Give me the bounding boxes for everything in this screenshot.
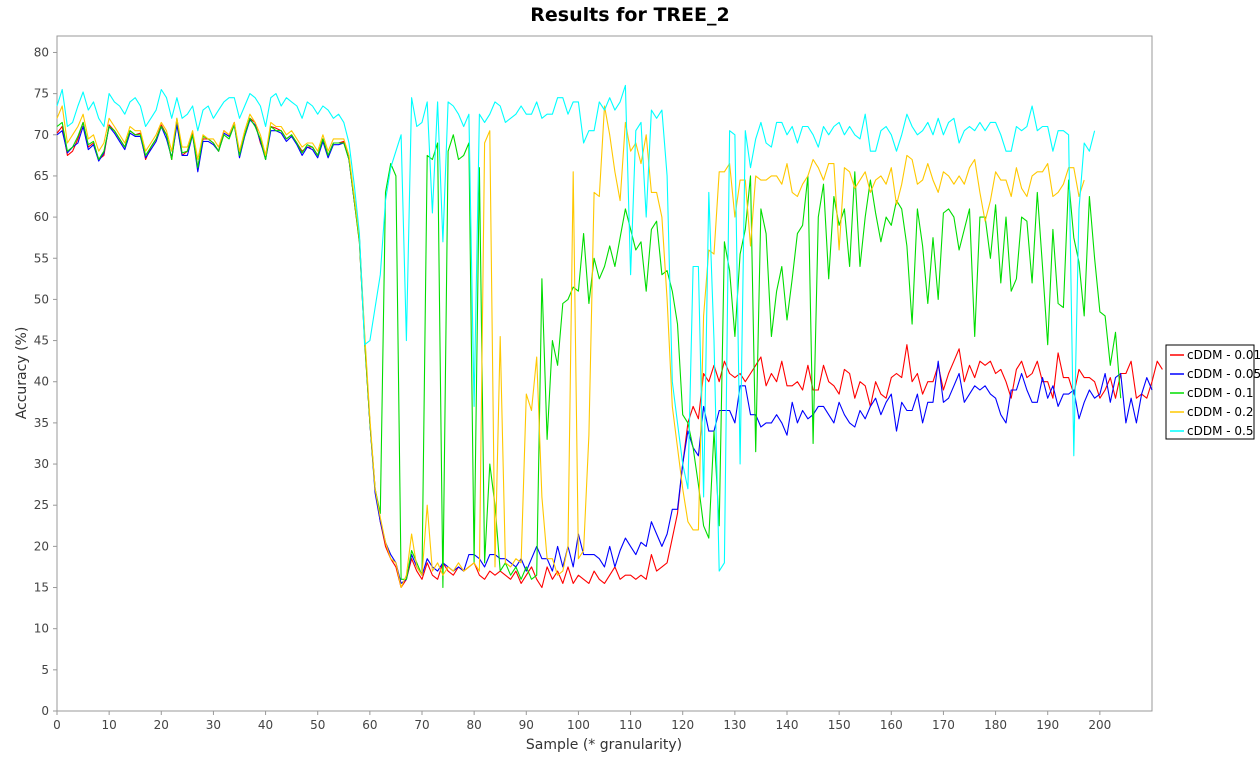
y-tick-label: 45 bbox=[34, 334, 49, 348]
y-tick-label: 60 bbox=[34, 210, 49, 224]
series-line-4 bbox=[56, 84, 1096, 572]
x-axis-label: Sample (* granularity) bbox=[526, 737, 682, 753]
x-tick-label: 0 bbox=[53, 718, 61, 732]
x-tick-label: 50 bbox=[310, 718, 325, 732]
x-tick-label: 160 bbox=[880, 718, 903, 732]
x-tick-label: 40 bbox=[258, 718, 273, 732]
x-tick-label: 80 bbox=[467, 718, 482, 732]
y-axis-label: Accuracy (%) bbox=[14, 327, 30, 420]
x-tick-label: 90 bbox=[519, 718, 534, 732]
y-tick-label: 40 bbox=[34, 375, 49, 389]
y-tick-label: 35 bbox=[34, 416, 49, 430]
x-tick-label: 110 bbox=[619, 718, 642, 732]
x-tick-label: 30 bbox=[206, 718, 221, 732]
x-tick-label: 20 bbox=[154, 718, 169, 732]
series-line-3 bbox=[56, 105, 1085, 589]
legend-label: cDDM - 0.5 bbox=[1187, 424, 1253, 438]
x-tick-label: 60 bbox=[362, 718, 377, 732]
y-tick-label: 50 bbox=[34, 292, 49, 306]
legend-label: cDDM - 0.05 bbox=[1187, 367, 1260, 381]
x-tick-label: 200 bbox=[1088, 718, 1111, 732]
y-tick-label: 20 bbox=[34, 539, 49, 553]
y-tick-label: 5 bbox=[41, 663, 49, 677]
y-tick-label: 65 bbox=[34, 169, 49, 183]
x-tick-label: 10 bbox=[102, 718, 117, 732]
y-tick-label: 80 bbox=[34, 45, 49, 59]
x-tick-label: 150 bbox=[828, 718, 851, 732]
x-tick-label: 70 bbox=[414, 718, 429, 732]
y-tick-label: 0 bbox=[41, 704, 49, 718]
legend-label: cDDM - 0.01 bbox=[1187, 348, 1260, 362]
x-tick-label: 100 bbox=[567, 718, 590, 732]
chart-title: Results for TREE_2 bbox=[530, 4, 729, 26]
y-tick-label: 25 bbox=[34, 498, 49, 512]
x-axis: 0 10 20 30 40 50 60 70 80 90 100 110 120 130 140 150 160… bbox=[53, 711, 1111, 732]
legend-label: cDDM - 0.1 bbox=[1187, 386, 1253, 400]
legend: cDDM - 0.01 cDDM - 0.05 cDDM - 0.1 cDDM - 0… bbox=[1165, 344, 1260, 440]
x-tick-label: 180 bbox=[984, 718, 1007, 732]
y-tick-label: 15 bbox=[34, 581, 49, 595]
legend-box bbox=[1165, 344, 1255, 440]
series-line-1 bbox=[56, 119, 1153, 584]
x-tick-label: 140 bbox=[776, 718, 799, 732]
x-tick-label: 120 bbox=[671, 718, 694, 732]
legend-label: cDDM - 0.2 bbox=[1187, 405, 1253, 419]
x-tick-label: 190 bbox=[1036, 718, 1059, 732]
y-tick-label: 70 bbox=[34, 128, 49, 142]
x-tick-label: 130 bbox=[723, 718, 746, 732]
y-tick-label: 10 bbox=[34, 622, 49, 636]
x-tick-label: 170 bbox=[932, 718, 955, 732]
y-tick-label: 75 bbox=[34, 87, 49, 101]
y-tick-label: 30 bbox=[34, 457, 49, 471]
y-tick-label: 55 bbox=[34, 251, 49, 265]
y-axis: 0 5 10 15 20 25 30 35 40 45 50 55 60 65 70 75 80 bbox=[34, 45, 57, 718]
series-lines bbox=[56, 84, 1163, 589]
